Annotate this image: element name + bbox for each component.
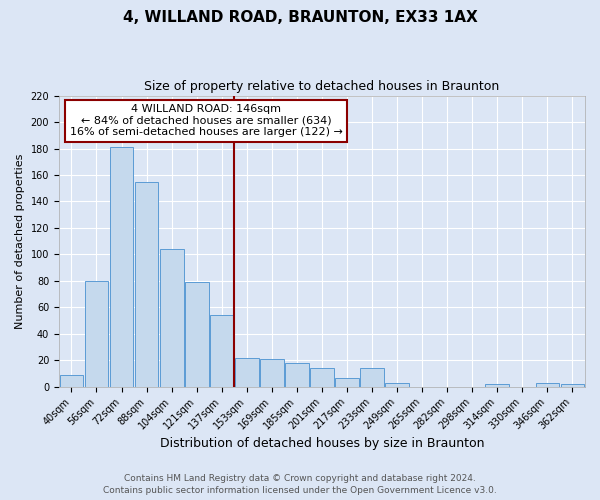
Bar	[260, 359, 284, 387]
Bar	[310, 368, 334, 387]
Bar	[134, 182, 158, 387]
Bar	[335, 378, 359, 387]
Bar	[360, 368, 384, 387]
X-axis label: Distribution of detached houses by size in Braunton: Distribution of detached houses by size …	[160, 437, 484, 450]
Text: Contains HM Land Registry data © Crown copyright and database right 2024.
Contai: Contains HM Land Registry data © Crown c…	[103, 474, 497, 495]
Bar	[160, 249, 184, 387]
Y-axis label: Number of detached properties: Number of detached properties	[15, 154, 25, 329]
Bar	[385, 383, 409, 387]
Text: 4 WILLAND ROAD: 146sqm
← 84% of detached houses are smaller (634)
16% of semi-de: 4 WILLAND ROAD: 146sqm ← 84% of detached…	[70, 104, 343, 138]
Bar	[235, 358, 259, 387]
Bar	[59, 375, 83, 387]
Bar	[210, 316, 233, 387]
Bar	[85, 281, 109, 387]
Bar	[560, 384, 584, 387]
Text: 4, WILLAND ROAD, BRAUNTON, EX33 1AX: 4, WILLAND ROAD, BRAUNTON, EX33 1AX	[122, 10, 478, 25]
Bar	[185, 282, 209, 387]
Bar	[110, 147, 133, 387]
Title: Size of property relative to detached houses in Braunton: Size of property relative to detached ho…	[145, 80, 500, 93]
Bar	[536, 383, 559, 387]
Bar	[285, 363, 309, 387]
Bar	[485, 384, 509, 387]
